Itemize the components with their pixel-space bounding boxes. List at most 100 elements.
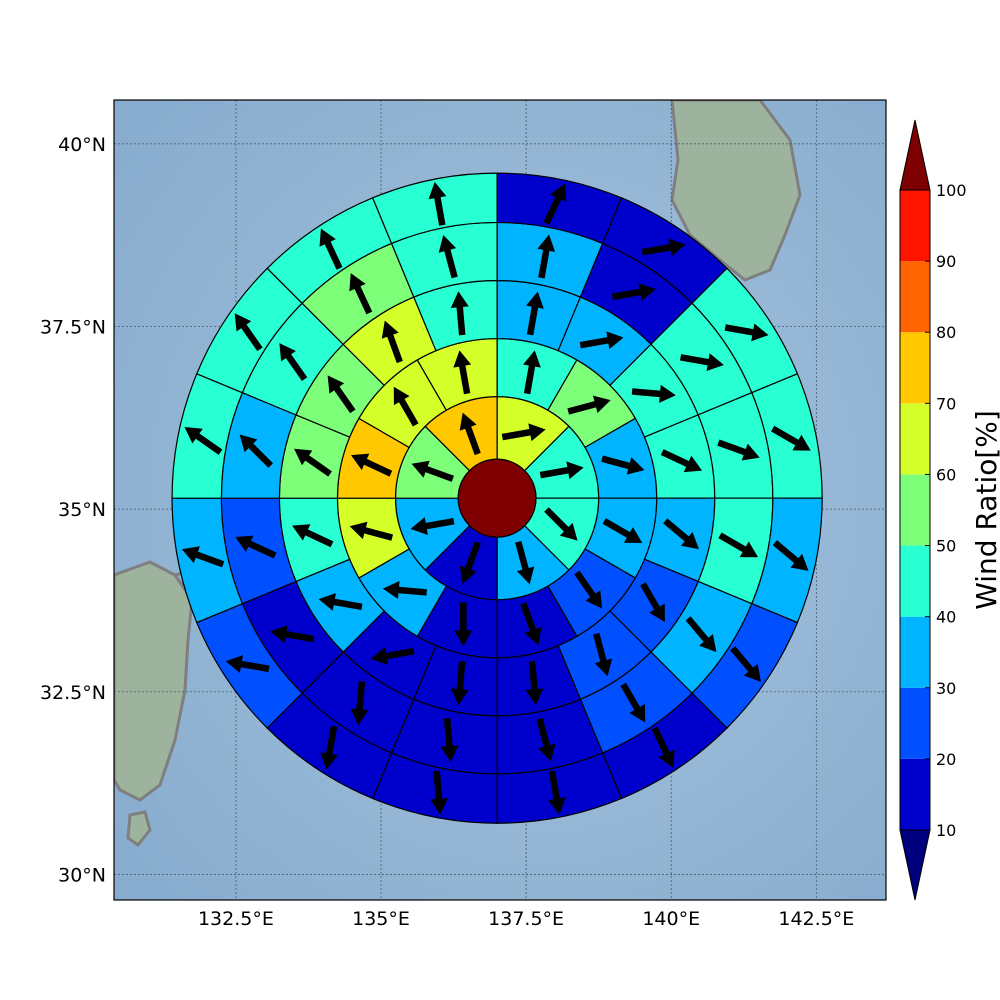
colorbar-tick-label: 50 — [936, 537, 956, 556]
wind-arrow — [641, 238, 686, 257]
colorbar-bin — [900, 190, 930, 262]
wind-arrow — [640, 582, 665, 623]
wind-arrow — [410, 517, 455, 535]
colorbar-tick-label: 80 — [936, 323, 956, 342]
wind-arrow — [525, 660, 544, 706]
x-tick-label: 135°E — [352, 908, 410, 930]
y-tick-label: 37.5°N — [40, 316, 106, 338]
land-shikoku-islet — [126, 810, 152, 848]
wind-arrow — [730, 646, 761, 682]
colorbar-bin — [900, 758, 930, 830]
colorbar-bin — [900, 545, 930, 617]
axes-frame — [113, 99, 887, 901]
x-tick-label: 137.5°E — [488, 908, 564, 930]
wind-arrow — [450, 660, 469, 706]
wind-arrow — [611, 283, 656, 301]
wind-arrow — [593, 632, 613, 677]
wind-arrow — [270, 625, 315, 644]
colorbar-bin — [900, 474, 930, 546]
x-tick-label: 132.5°E — [198, 908, 274, 930]
colorbar-tick-label: 20 — [936, 750, 956, 769]
wind-arrow — [567, 395, 611, 415]
wind-arrow — [279, 343, 308, 382]
colorbar-tick-label: 90 — [936, 252, 956, 271]
y-tick-label: 30°N — [58, 864, 106, 886]
ring-sector — [371, 172, 498, 245]
wind-arrow — [679, 353, 724, 372]
wind-arrow — [515, 540, 535, 585]
colorbar-tick-label: 40 — [936, 608, 956, 627]
wind-arrow — [349, 273, 373, 315]
y-tick-label: 40°N — [58, 134, 106, 156]
x-tick-labels: 132.5°E 135°E 137.5°E 140°E 142.5°E — [198, 908, 854, 930]
wind-arrows — [181, 181, 811, 815]
y-tick-label: 32.5°N — [40, 682, 106, 704]
y-tick-labels: 30°N 32.5°N 35°N 37.5°N 40°N — [40, 134, 106, 887]
colorbar-label: Wind Ratio[%] — [970, 410, 1000, 610]
wind-arrow — [327, 375, 356, 414]
colorbar-under-extend — [899, 829, 931, 901]
wind-arrow — [184, 426, 223, 455]
wind-arrow — [544, 507, 578, 541]
wind-arrow — [459, 541, 481, 584]
wind-arrow — [294, 448, 332, 477]
wind-arrow — [350, 681, 369, 726]
wind-arrow — [539, 461, 584, 480]
wind-arrow — [411, 460, 454, 482]
sector-rings — [171, 172, 823, 824]
colorbar-over-extend — [899, 119, 931, 191]
land-tohoku — [670, 100, 802, 282]
wind-arrow — [239, 434, 274, 468]
wind-arrow — [663, 518, 699, 550]
colorbar-bin — [900, 261, 930, 333]
wind-arrow — [601, 455, 645, 475]
wind-arrow — [450, 291, 469, 336]
wind-arrow — [536, 718, 556, 762]
map-axes: 132.5°E 135°E 137.5°E 140°E 142.5°E 30°N 32.5… — [40, 99, 887, 930]
wind-arrow — [526, 291, 544, 336]
wind-arrow — [181, 546, 225, 568]
colorbar-bin — [900, 687, 930, 759]
wind-arrow — [718, 532, 759, 558]
y-tick-label: 35°N — [58, 499, 106, 521]
colorbar-bin — [900, 332, 930, 404]
wind-arrow — [370, 647, 415, 665]
colorbar-tick-label: 30 — [936, 679, 956, 698]
wind-arrow — [292, 524, 334, 548]
wind-arrow — [685, 616, 717, 653]
wind-arrow — [349, 521, 394, 541]
land-kyushu — [114, 560, 194, 802]
colorbar-bin — [900, 403, 930, 475]
center-disk — [457, 458, 537, 538]
colorbar-tick-label: 10 — [936, 821, 956, 840]
colorbar-bin — [900, 616, 930, 688]
colorbar-tick-label: 60 — [936, 465, 956, 484]
wind-arrow — [620, 682, 646, 723]
wind-arrow — [501, 423, 546, 442]
colorbar-tick-label: 100 — [936, 181, 967, 200]
wind-arrow — [235, 535, 277, 559]
colorbar: 10 20 30 40 50 60 70 80 90 100 — [899, 119, 967, 901]
wind-arrow — [459, 412, 481, 456]
wind-arrow — [660, 449, 703, 473]
wind-arrow — [440, 717, 459, 763]
wind-arrow — [318, 593, 363, 611]
x-tick-label: 142.5°E — [778, 908, 854, 930]
wind-arrow — [320, 725, 339, 770]
colorbar-frame — [899, 189, 931, 831]
wind-arrow — [351, 453, 393, 477]
wind-arrow — [393, 386, 419, 427]
wind-arrow — [225, 655, 270, 673]
wind-arrow — [520, 602, 542, 645]
wind-arrow — [381, 320, 403, 364]
wind-arrow — [547, 770, 566, 815]
wind-arrow — [724, 323, 769, 342]
wind-arrow — [717, 439, 760, 461]
wind-arrow — [651, 726, 675, 768]
wind-arrow — [574, 570, 603, 609]
wind-arrow — [772, 540, 809, 571]
wind-arrow — [430, 770, 448, 815]
wind-arrow — [523, 350, 541, 395]
wind-arrow — [543, 183, 567, 225]
